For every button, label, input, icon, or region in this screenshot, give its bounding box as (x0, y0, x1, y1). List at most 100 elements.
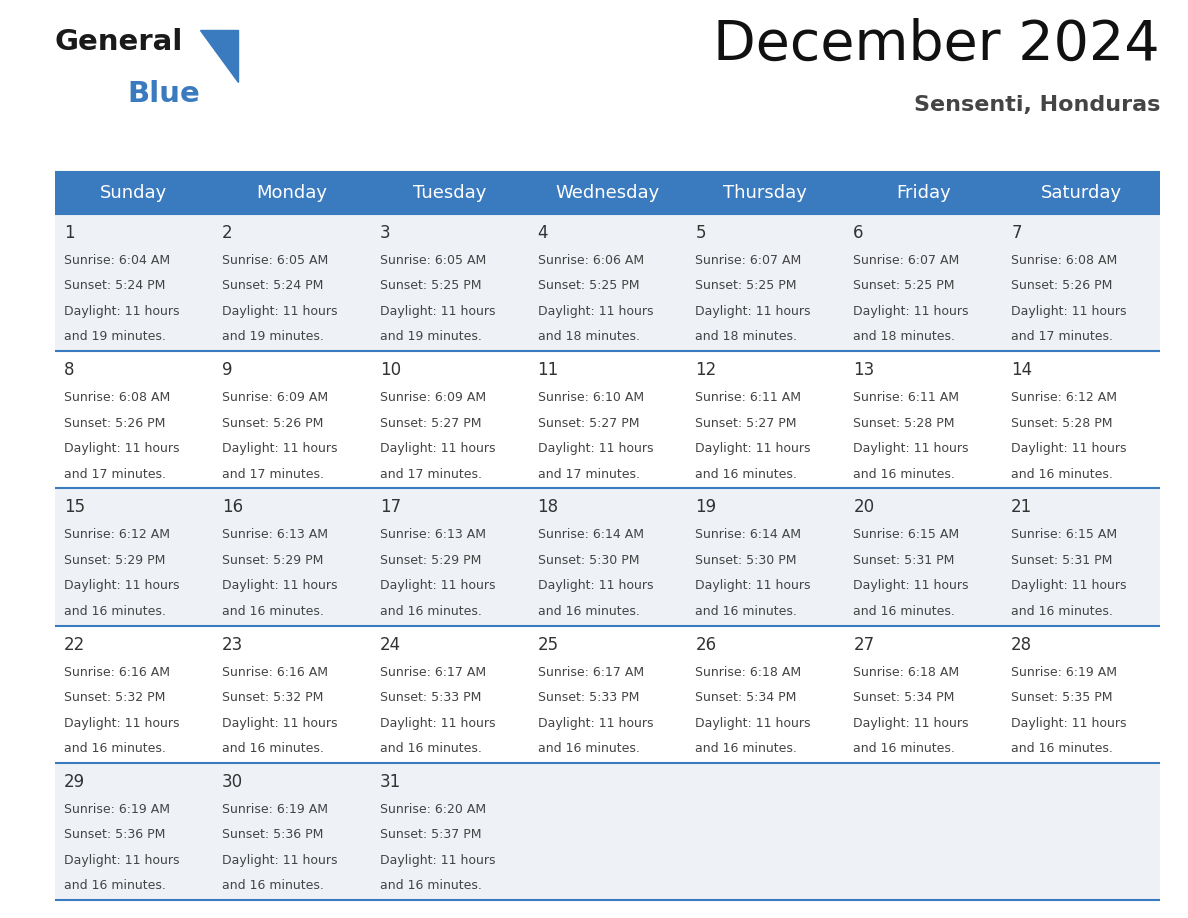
Text: Sunrise: 6:06 AM: Sunrise: 6:06 AM (538, 254, 644, 267)
Text: Wednesday: Wednesday (555, 184, 659, 202)
Text: and 16 minutes.: and 16 minutes. (695, 605, 797, 618)
Text: and 16 minutes.: and 16 minutes. (853, 605, 955, 618)
Text: and 16 minutes.: and 16 minutes. (538, 742, 639, 756)
Text: Daylight: 11 hours: Daylight: 11 hours (380, 305, 495, 318)
Text: Thursday: Thursday (723, 184, 808, 202)
Text: Daylight: 11 hours: Daylight: 11 hours (1011, 717, 1126, 730)
Text: 5: 5 (695, 224, 706, 242)
Text: Monday: Monday (257, 184, 327, 202)
Text: Sunrise: 6:17 AM: Sunrise: 6:17 AM (538, 666, 644, 678)
Text: and 17 minutes.: and 17 minutes. (222, 467, 324, 481)
Text: Sunset: 5:25 PM: Sunset: 5:25 PM (853, 279, 955, 293)
Text: Daylight: 11 hours: Daylight: 11 hours (380, 579, 495, 592)
Text: and 16 minutes.: and 16 minutes. (222, 879, 324, 892)
Text: Sunset: 5:26 PM: Sunset: 5:26 PM (1011, 279, 1112, 293)
Bar (1003, 172, 1159, 214)
Text: Sunrise: 6:07 AM: Sunrise: 6:07 AM (695, 254, 802, 267)
Bar (213, 172, 371, 214)
Text: Daylight: 11 hours: Daylight: 11 hours (695, 305, 811, 318)
Text: and 16 minutes.: and 16 minutes. (1011, 742, 1113, 756)
Text: Daylight: 11 hours: Daylight: 11 hours (538, 579, 653, 592)
Text: 12: 12 (695, 361, 716, 379)
Text: Sunset: 5:34 PM: Sunset: 5:34 PM (695, 691, 797, 704)
Text: Sunrise: 6:20 AM: Sunrise: 6:20 AM (380, 803, 486, 816)
Text: and 17 minutes.: and 17 minutes. (380, 467, 481, 481)
Text: Sunrise: 6:16 AM: Sunrise: 6:16 AM (222, 666, 328, 678)
Text: Sunset: 5:27 PM: Sunset: 5:27 PM (538, 417, 639, 430)
Text: Daylight: 11 hours: Daylight: 11 hours (64, 579, 179, 592)
Text: Sunset: 5:27 PM: Sunset: 5:27 PM (380, 417, 481, 430)
Text: Sunset: 5:25 PM: Sunset: 5:25 PM (538, 279, 639, 293)
Text: and 17 minutes.: and 17 minutes. (538, 467, 639, 481)
Text: Sunrise: 6:15 AM: Sunrise: 6:15 AM (1011, 529, 1117, 542)
Text: Daylight: 11 hours: Daylight: 11 hours (64, 854, 179, 867)
Text: 13: 13 (853, 361, 874, 379)
Text: 3: 3 (380, 224, 391, 242)
Text: Daylight: 11 hours: Daylight: 11 hours (222, 442, 337, 455)
Text: Sunrise: 6:13 AM: Sunrise: 6:13 AM (222, 529, 328, 542)
Text: Daylight: 11 hours: Daylight: 11 hours (853, 579, 968, 592)
Text: 14: 14 (1011, 361, 1032, 379)
Text: 6: 6 (853, 224, 864, 242)
Text: and 19 minutes.: and 19 minutes. (64, 330, 166, 343)
Text: 22: 22 (64, 635, 86, 654)
Text: Daylight: 11 hours: Daylight: 11 hours (695, 442, 811, 455)
Text: Sunrise: 6:14 AM: Sunrise: 6:14 AM (695, 529, 802, 542)
Text: 4: 4 (538, 224, 548, 242)
Text: Sunrise: 6:18 AM: Sunrise: 6:18 AM (695, 666, 802, 678)
Text: 16: 16 (222, 498, 244, 517)
Text: Daylight: 11 hours: Daylight: 11 hours (853, 442, 968, 455)
Text: Sunset: 5:36 PM: Sunset: 5:36 PM (64, 828, 165, 841)
Text: Sunrise: 6:19 AM: Sunrise: 6:19 AM (222, 803, 328, 816)
Text: 23: 23 (222, 635, 244, 654)
Text: Sunrise: 6:14 AM: Sunrise: 6:14 AM (538, 529, 644, 542)
Text: Daylight: 11 hours: Daylight: 11 hours (1011, 305, 1126, 318)
Text: and 19 minutes.: and 19 minutes. (222, 330, 324, 343)
Text: Sunset: 5:32 PM: Sunset: 5:32 PM (222, 691, 323, 704)
Text: 29: 29 (64, 773, 86, 790)
Text: Sunset: 5:30 PM: Sunset: 5:30 PM (695, 554, 797, 567)
Text: and 16 minutes.: and 16 minutes. (222, 742, 324, 756)
Text: and 16 minutes.: and 16 minutes. (64, 742, 166, 756)
Text: and 19 minutes.: and 19 minutes. (380, 330, 481, 343)
Text: Blue: Blue (127, 80, 200, 108)
Text: 28: 28 (1011, 635, 1032, 654)
Text: December 2024: December 2024 (713, 18, 1159, 72)
Text: Daylight: 11 hours: Daylight: 11 hours (853, 305, 968, 318)
Text: Sunset: 5:28 PM: Sunset: 5:28 PM (1011, 417, 1113, 430)
Text: Daylight: 11 hours: Daylight: 11 hours (538, 442, 653, 455)
Text: and 16 minutes.: and 16 minutes. (64, 605, 166, 618)
Text: Sunset: 5:37 PM: Sunset: 5:37 PM (380, 828, 481, 841)
Text: Sunrise: 6:09 AM: Sunrise: 6:09 AM (222, 391, 328, 404)
Bar (55, 172, 213, 214)
Text: and 16 minutes.: and 16 minutes. (853, 742, 955, 756)
Text: 8: 8 (64, 361, 75, 379)
Text: and 16 minutes.: and 16 minutes. (1011, 467, 1113, 481)
Bar (529, 172, 687, 214)
Text: Sunrise: 6:11 AM: Sunrise: 6:11 AM (695, 391, 802, 404)
Text: Sunset: 5:31 PM: Sunset: 5:31 PM (1011, 554, 1112, 567)
Text: 31: 31 (380, 773, 402, 790)
Text: Daylight: 11 hours: Daylight: 11 hours (538, 305, 653, 318)
Text: and 16 minutes.: and 16 minutes. (64, 879, 166, 892)
Text: and 18 minutes.: and 18 minutes. (853, 330, 955, 343)
Text: 7: 7 (1011, 224, 1022, 242)
Text: and 16 minutes.: and 16 minutes. (853, 467, 955, 481)
Text: Daylight: 11 hours: Daylight: 11 hours (222, 579, 337, 592)
Text: Daylight: 11 hours: Daylight: 11 hours (853, 717, 968, 730)
Text: and 16 minutes.: and 16 minutes. (695, 467, 797, 481)
Text: Sunrise: 6:18 AM: Sunrise: 6:18 AM (853, 666, 960, 678)
Text: and 18 minutes.: and 18 minutes. (538, 330, 639, 343)
Bar (55, 763, 1159, 900)
Text: Sunset: 5:36 PM: Sunset: 5:36 PM (222, 828, 323, 841)
Text: Sunset: 5:33 PM: Sunset: 5:33 PM (380, 691, 481, 704)
Text: and 16 minutes.: and 16 minutes. (380, 605, 481, 618)
Bar (371, 172, 529, 214)
Text: 1: 1 (64, 224, 75, 242)
Text: Sunrise: 6:04 AM: Sunrise: 6:04 AM (64, 254, 170, 267)
Text: Daylight: 11 hours: Daylight: 11 hours (1011, 442, 1126, 455)
Text: 27: 27 (853, 635, 874, 654)
Text: Sunset: 5:29 PM: Sunset: 5:29 PM (64, 554, 165, 567)
Text: Sunset: 5:25 PM: Sunset: 5:25 PM (695, 279, 797, 293)
Text: General: General (55, 28, 183, 56)
